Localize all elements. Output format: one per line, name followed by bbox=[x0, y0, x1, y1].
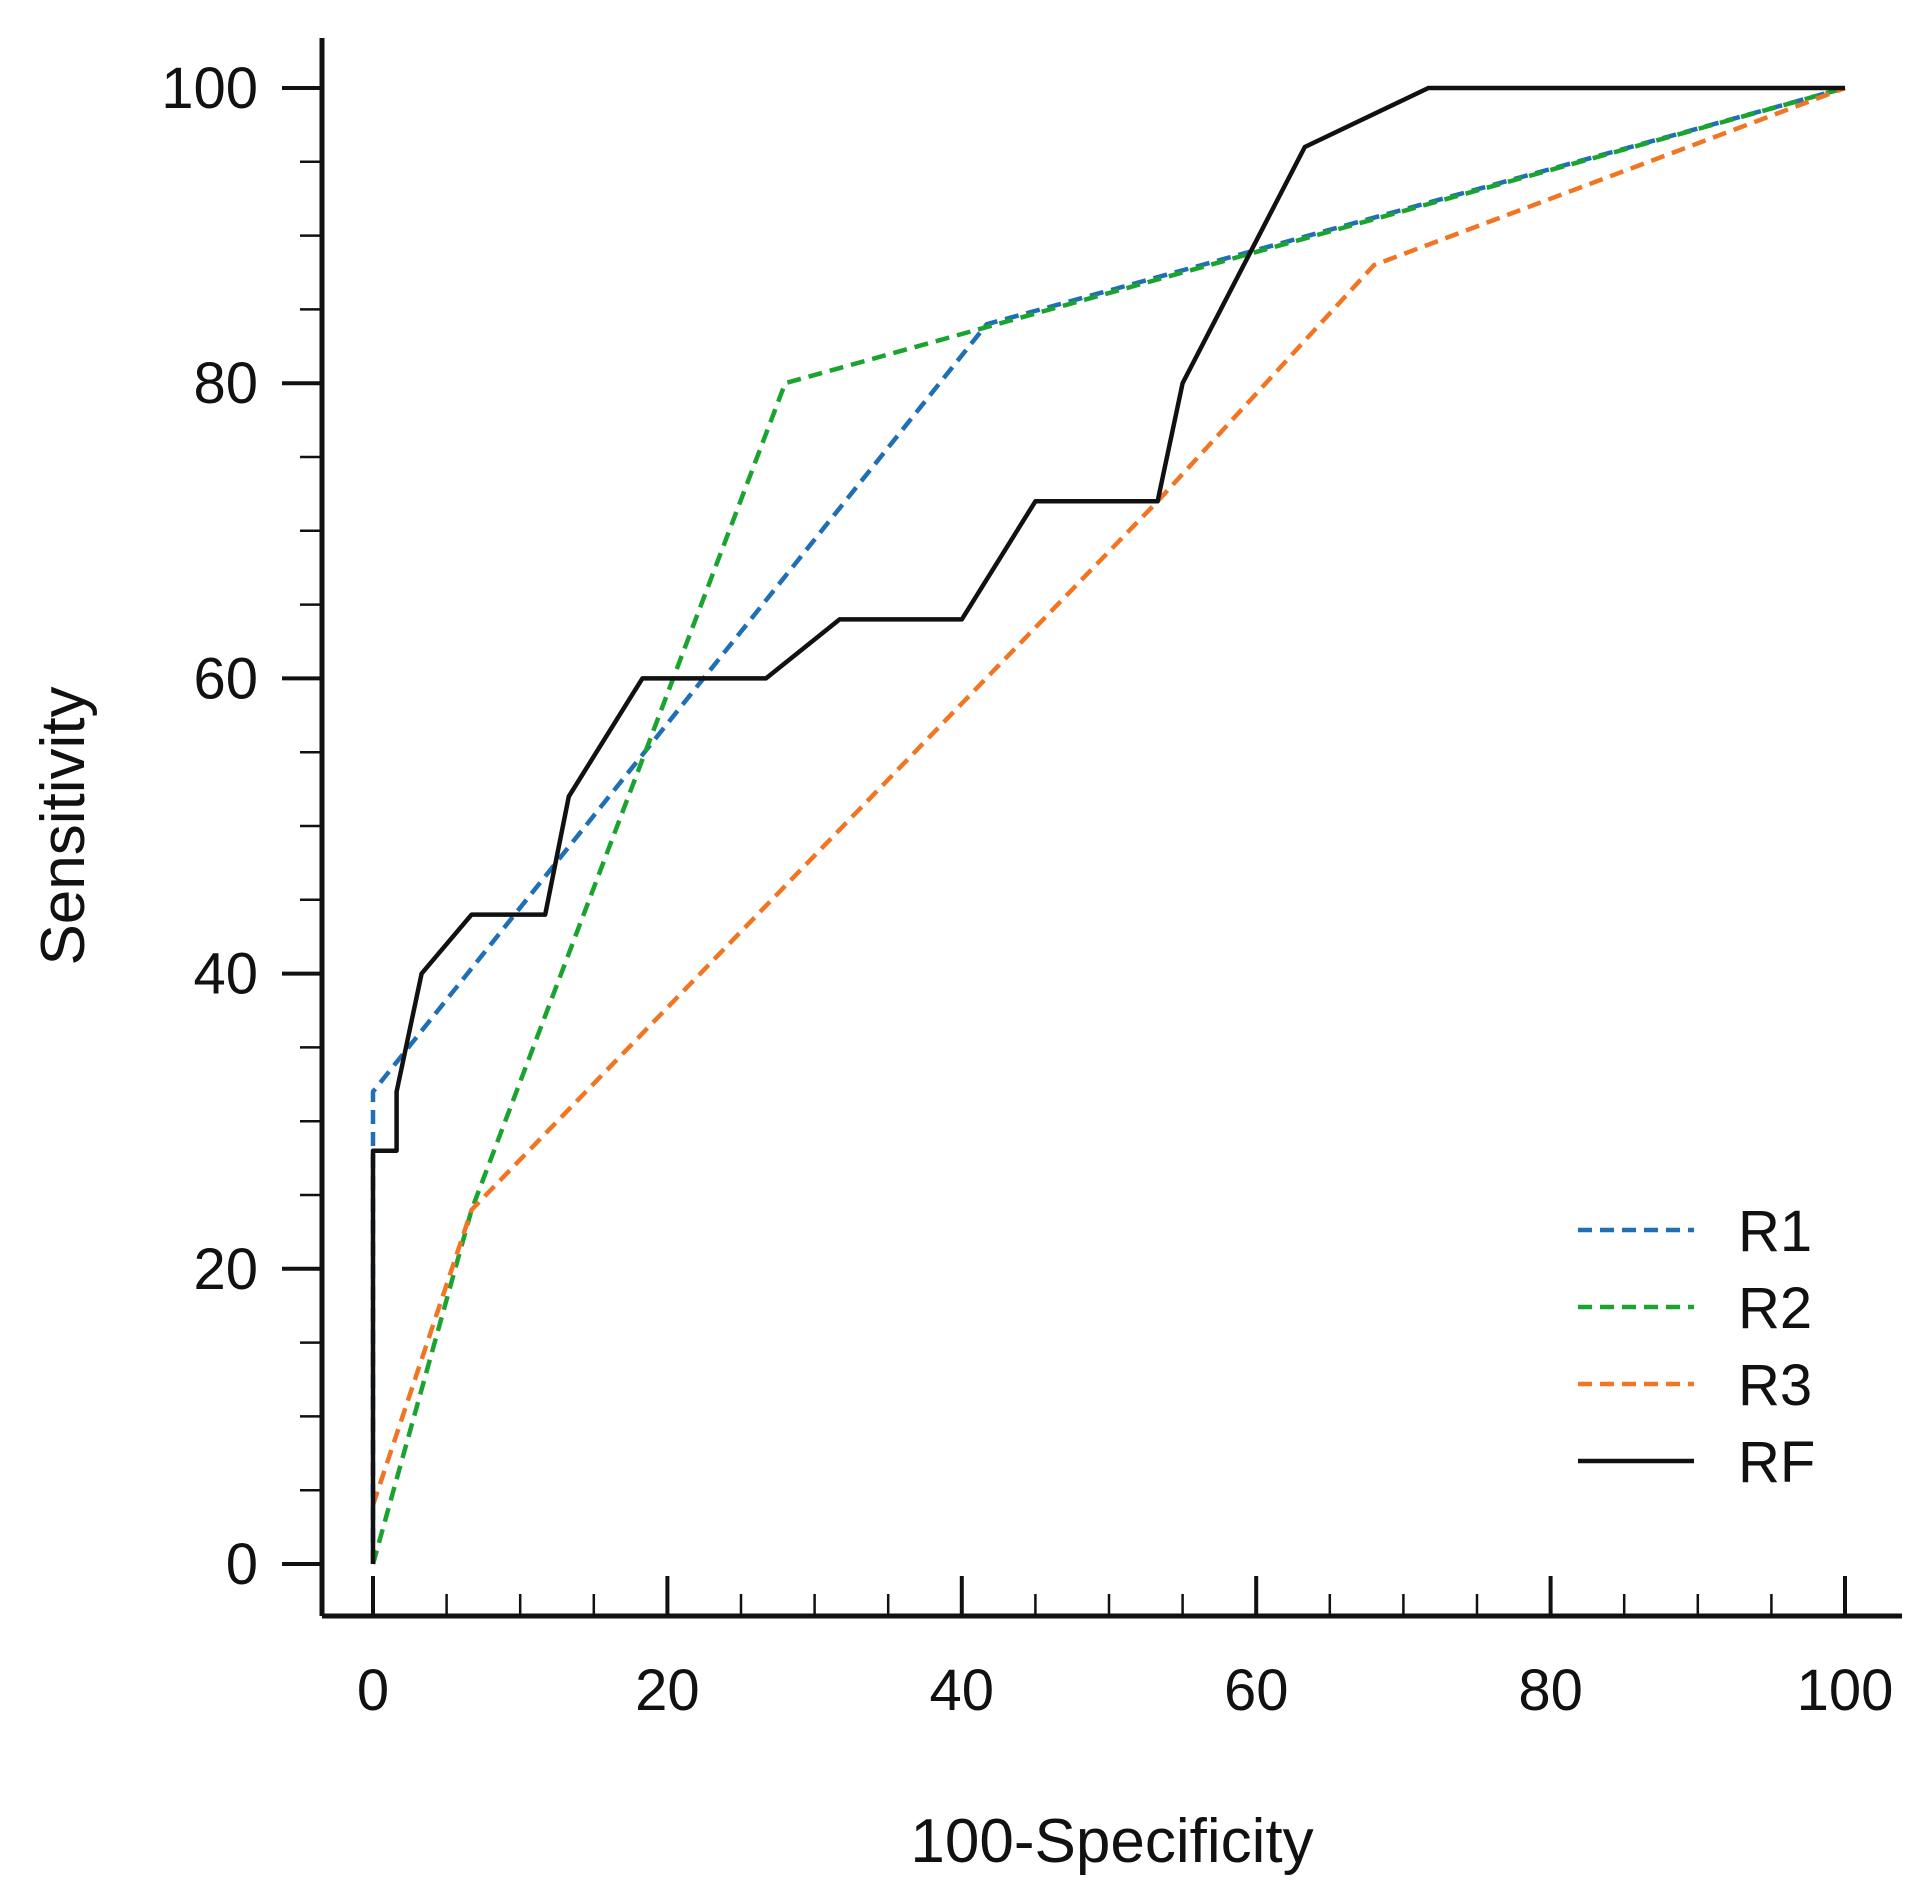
y-ticks: 0 20 40 60 80 100 bbox=[161, 56, 322, 1597]
series-line-r1 bbox=[370, 85, 1846, 1564]
legend-label-rf: RF bbox=[1738, 1430, 1815, 1495]
x-tick-label: 60 bbox=[1224, 1658, 1289, 1723]
x-tick-label: 40 bbox=[930, 1658, 995, 1723]
y-tick-label: 100 bbox=[161, 56, 258, 121]
x-tick-label: 80 bbox=[1518, 1658, 1583, 1723]
series-line-r2 bbox=[370, 85, 1846, 1565]
series-line-r3 bbox=[370, 85, 1846, 1506]
legend-label-r2: R2 bbox=[1738, 1276, 1812, 1341]
x-tick-label: 0 bbox=[357, 1658, 389, 1723]
x-axis-title: 100-Specificity bbox=[910, 1807, 1313, 1876]
series-layer bbox=[370, 85, 1846, 1565]
series-line-rf bbox=[370, 85, 1845, 1564]
y-axis-title: Sensitivity bbox=[29, 686, 98, 965]
y-tick-label: 40 bbox=[193, 942, 258, 1007]
y-tick-label: 0 bbox=[226, 1532, 258, 1597]
x-tick-label: 20 bbox=[635, 1658, 700, 1723]
y-tick-label: 20 bbox=[193, 1237, 258, 1302]
legend-label-r1: R1 bbox=[1738, 1199, 1812, 1264]
legend-label-r3: R3 bbox=[1738, 1353, 1812, 1418]
x-ticks: 0 20 40 60 80 100 bbox=[357, 1576, 1894, 1723]
legend: R1 R2 R3 RF bbox=[1578, 1199, 1815, 1495]
y-tick-label: 80 bbox=[193, 351, 258, 416]
x-tick-label: 100 bbox=[1797, 1658, 1894, 1723]
y-tick-label: 60 bbox=[193, 646, 258, 711]
